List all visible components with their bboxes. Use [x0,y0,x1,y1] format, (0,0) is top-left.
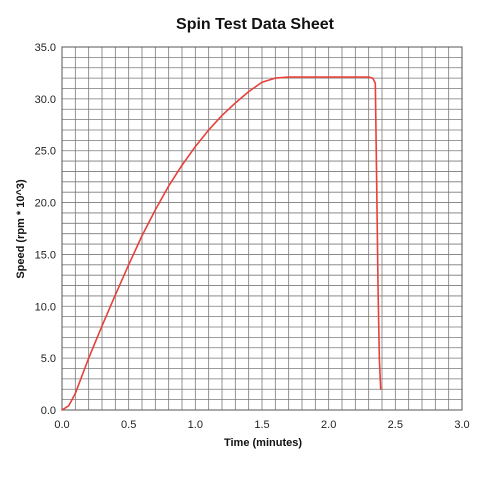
x-tick-label: 1.0 [188,419,203,431]
x-tick-label: 0.0 [54,419,69,431]
plot-frame [61,46,463,411]
x-tick-label: 2.0 [321,419,336,431]
x-tick-label: 1.5 [254,419,269,431]
series-line-0 [61,76,382,411]
y-tick-label: 30.0 [35,94,56,106]
y-tick-label: 15.0 [35,249,56,261]
chart-grid [61,46,463,411]
x-tick-label: 2.5 [388,419,403,431]
x-axis-ticks: 0.0 0.5 1.0 1.5 2.0 2.5 3.0 [54,419,469,431]
y-tick-label: 10.0 [35,301,56,313]
x-tick-label: 3.0 [454,419,469,431]
y-axis-ticks: 0.0 5.0 10.0 15.0 20.0 25.0 30.0 35.0 [35,42,56,417]
x-axis-label: Time (minutes) [224,437,302,449]
y-tick-label: 5.0 [41,353,56,365]
chart-title: Spin Test Data Sheet [176,16,335,33]
y-tick-label: 20.0 [35,198,56,210]
x-tick-label: 0.5 [121,419,136,431]
y-tick-label: 25.0 [35,146,56,158]
y-axis-label: Speed (rpm * 10^3) [15,179,27,279]
y-tick-label: 35.0 [35,42,56,54]
series-group [61,76,382,411]
y-tick-label: 0.0 [41,405,56,417]
